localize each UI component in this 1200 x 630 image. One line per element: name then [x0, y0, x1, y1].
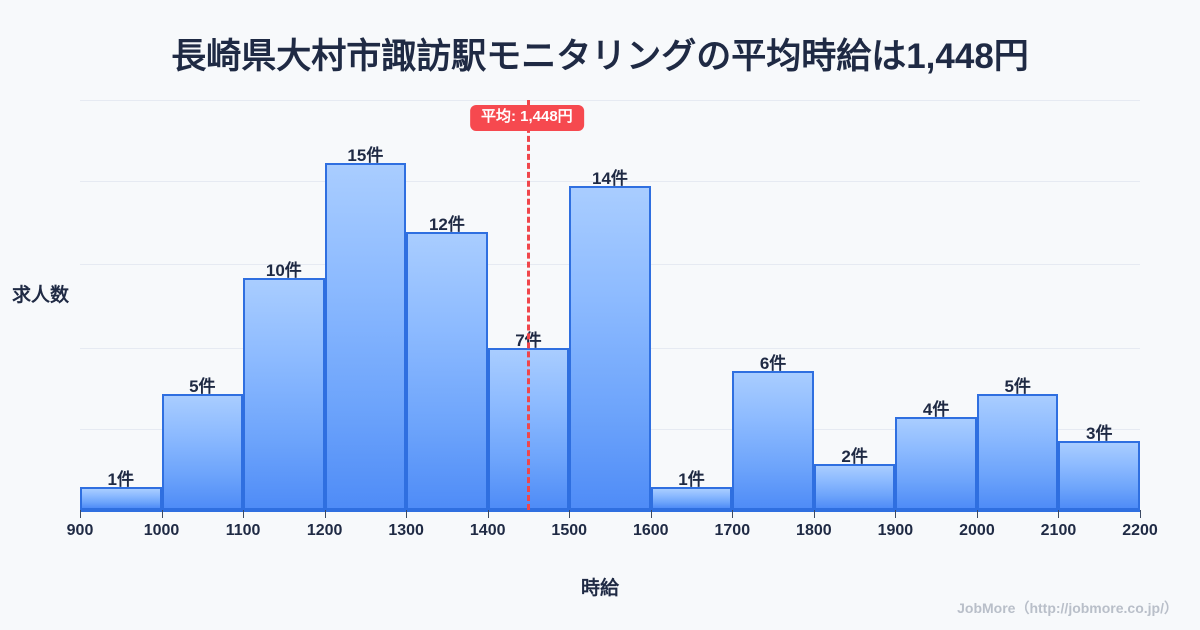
- x-tick-label: 1900: [877, 522, 914, 539]
- bar-rect[interactable]: [161, 394, 244, 510]
- gridline: [80, 100, 1140, 101]
- bar-value-label: 1件: [678, 469, 705, 489]
- bar[interactable]: 15件: [324, 146, 407, 510]
- x-tick-mark: [976, 510, 978, 518]
- x-tick-mark: [732, 510, 734, 518]
- bar-value-label: 5件: [1004, 377, 1031, 397]
- average-line: [526, 100, 530, 510]
- y-axis-title: 求人数: [12, 285, 70, 306]
- bar-rect[interactable]: [976, 394, 1059, 510]
- x-tick-label: 1700: [714, 522, 751, 539]
- x-tick-mark: [324, 510, 326, 518]
- page-title: 長崎県大村市諏訪駅モニタリングの平均時給は1,448円: [171, 37, 1029, 76]
- bar[interactable]: 2件: [813, 447, 896, 510]
- bar[interactable]: 5件: [976, 377, 1059, 510]
- average-badge: 平均: 1,448円: [469, 105, 584, 131]
- x-tick-mark: [895, 510, 897, 518]
- x-tick-mark: [650, 510, 652, 518]
- bar-rect[interactable]: [732, 371, 814, 510]
- x-tick-mark: [161, 510, 163, 518]
- bar[interactable]: 5件: [161, 377, 244, 510]
- bar-value-label: 5件: [189, 377, 216, 397]
- x-tick-label: 2000: [959, 522, 995, 539]
- bar-rect[interactable]: [1058, 440, 1140, 510]
- x-tick-label: 2200: [1122, 522, 1158, 539]
- x-tick-mark: [80, 510, 81, 518]
- x-tick-mark: [569, 510, 571, 518]
- x-tick-mark: [243, 510, 245, 518]
- bar-value-label: 6件: [759, 354, 787, 374]
- bar-rect[interactable]: [243, 278, 325, 510]
- bar-value-label: 1件: [107, 469, 134, 489]
- x-tick-label: 1200: [306, 522, 343, 539]
- bar[interactable]: 6件: [732, 354, 814, 510]
- x-tick-label: 1300: [388, 522, 424, 539]
- x-tick-label: 1400: [469, 522, 506, 539]
- bars-layer: 1件 5件 10件 15件 12件 7件 14件 1件 6件 2件 4件 5件 3件: [80, 100, 1140, 510]
- bar-value-label: 15件: [347, 145, 384, 165]
- bar-value-label: 10件: [265, 261, 302, 281]
- bar-rect[interactable]: [650, 486, 733, 510]
- x-axis-line: [80, 510, 1140, 512]
- bar-rect[interactable]: [406, 232, 488, 510]
- bar[interactable]: 1件: [80, 470, 162, 510]
- x-tick-mark: [487, 510, 489, 518]
- watermark: JobMore（http://jobmore.co.jp/）: [957, 600, 1178, 616]
- x-axis-title: 時給: [580, 578, 619, 599]
- x-tick-label: 2100: [1040, 522, 1077, 539]
- x-tick-mark: [1140, 510, 1141, 518]
- bar-rect[interactable]: [895, 417, 977, 510]
- x-tick-label: 1800: [796, 522, 832, 539]
- x-tick-label: 1500: [551, 522, 588, 539]
- bar[interactable]: 14件: [569, 169, 651, 510]
- x-tick-mark: [813, 510, 815, 518]
- bar-value-label: 3件: [1085, 423, 1113, 443]
- gridline: [80, 181, 1140, 183]
- plot-area: 1件 5件 10件 15件 12件 7件 14件 1件 6件 2件 4件 5件 3件: [80, 100, 1140, 510]
- x-tick-label: 1000: [143, 522, 180, 539]
- bar[interactable]: 12件: [406, 215, 488, 510]
- bar-value-label: 12件: [428, 215, 465, 235]
- x-tick-label: 1600: [632, 522, 669, 539]
- bar[interactable]: 3件: [1058, 424, 1140, 510]
- bar[interactable]: 1件: [650, 470, 733, 510]
- bar-rect[interactable]: [80, 486, 162, 510]
- x-tick-mark: [1058, 510, 1060, 518]
- x-tick-label: 1100: [225, 522, 261, 539]
- bar[interactable]: 10件: [243, 261, 325, 510]
- x-tick-mark: [406, 510, 408, 518]
- bar-value-label: 4件: [922, 400, 950, 420]
- bar-value-label: 14件: [592, 168, 628, 188]
- bar-rect[interactable]: [569, 185, 651, 510]
- x-tick-label: 900: [66, 522, 94, 539]
- bar-value-label: 2件: [841, 446, 868, 466]
- bar[interactable]: 4件: [895, 400, 977, 510]
- bar-rect[interactable]: [813, 463, 896, 510]
- bar-rect[interactable]: [324, 162, 407, 510]
